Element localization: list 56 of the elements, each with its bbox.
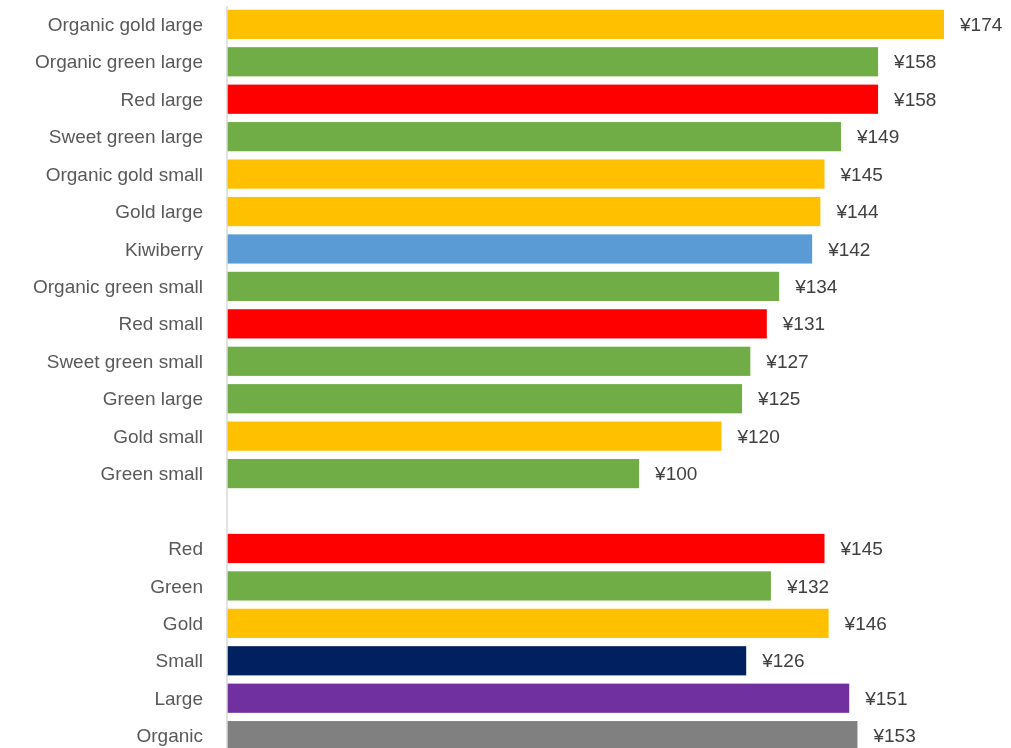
bar <box>227 571 771 601</box>
data-label: ¥120 <box>736 425 780 447</box>
y-tick-label: Sweet green large <box>48 126 203 148</box>
data-label: ¥158 <box>893 51 937 73</box>
data-label: ¥126 <box>761 650 805 672</box>
data-label: ¥131 <box>781 313 826 335</box>
data-label: ¥174 <box>959 13 1003 35</box>
y-tick-label: Gold large <box>115 201 203 223</box>
data-label: ¥153 <box>872 725 916 747</box>
y-tick-label: Organic green large <box>35 51 203 73</box>
data-label: ¥146 <box>843 612 887 634</box>
y-tick-label: Large <box>154 687 203 709</box>
bar <box>227 533 825 564</box>
data-label: ¥149 <box>855 126 900 148</box>
data-label: ¥158 <box>893 88 937 110</box>
y-tick-label: Kiwiberry <box>124 238 204 260</box>
bar <box>227 683 850 713</box>
y-tick-label: Red <box>168 538 203 560</box>
data-label: ¥151 <box>864 687 908 709</box>
bar <box>227 234 813 264</box>
data-label: ¥100 <box>654 463 698 485</box>
bar <box>227 196 821 227</box>
bar <box>227 84 879 114</box>
bar <box>227 646 747 676</box>
data-label: ¥125 <box>757 388 801 410</box>
bar <box>227 608 829 638</box>
bar <box>227 309 767 339</box>
data-label: ¥132 <box>785 575 830 597</box>
y-tick-label: Organic gold small <box>45 163 203 185</box>
y-tick-label: Organic gold large <box>47 13 203 35</box>
bar <box>227 9 944 39</box>
y-tick-label: Green <box>150 575 203 597</box>
bar <box>227 271 780 302</box>
y-tick-label: Green large <box>102 388 203 410</box>
data-label: ¥142 <box>827 238 871 260</box>
bar <box>227 421 722 451</box>
y-tick-label: Small <box>155 650 203 672</box>
y-tick-label: Green small <box>100 463 203 485</box>
data-label: ¥145 <box>839 538 883 560</box>
bar <box>227 458 640 489</box>
bar <box>227 384 743 414</box>
data-label: ¥134 <box>794 276 838 298</box>
data-label: ¥144 <box>835 201 880 223</box>
data-label: ¥145 <box>839 163 883 185</box>
bar <box>227 159 825 189</box>
y-tick-label: Gold small <box>113 425 203 447</box>
y-tick-label: Organic green small <box>32 276 203 298</box>
y-tick-label: Sweet green small <box>46 350 203 372</box>
bar <box>227 47 879 77</box>
y-tick-label: Red large <box>120 88 203 110</box>
bar <box>227 122 841 152</box>
data-label: ¥127 <box>765 350 809 372</box>
bar <box>227 346 751 376</box>
y-tick-label: Gold <box>162 612 203 634</box>
y-tick-label: Organic <box>136 725 203 747</box>
y-tick-label: Red small <box>118 313 203 335</box>
